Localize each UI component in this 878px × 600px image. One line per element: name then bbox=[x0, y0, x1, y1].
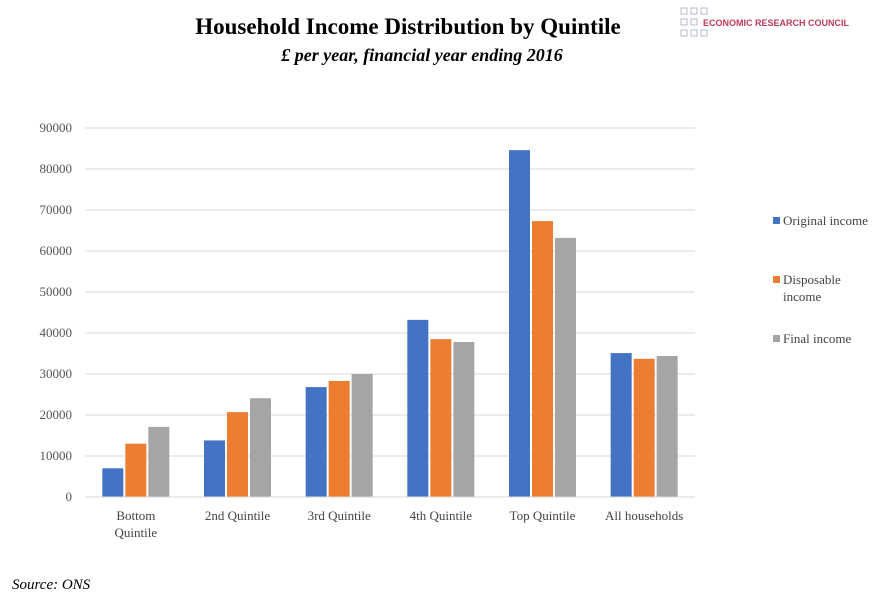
y-tick-label: 30000 bbox=[40, 366, 73, 381]
y-tick-label: 50000 bbox=[40, 284, 73, 299]
y-tick-label: 80000 bbox=[40, 161, 73, 176]
y-tick-label: 70000 bbox=[40, 202, 73, 217]
x-tick-label: 4th Quintile bbox=[409, 508, 473, 523]
bar bbox=[430, 339, 452, 497]
x-tick-label: Bottom Quintile bbox=[114, 508, 158, 540]
y-tick-label: 40000 bbox=[40, 325, 73, 340]
y-tick-label: 20000 bbox=[40, 407, 73, 422]
y-tick-label: 90000 bbox=[40, 120, 73, 135]
bar bbox=[102, 468, 124, 497]
x-tick-label: Top Quintile bbox=[509, 508, 576, 523]
bar bbox=[250, 398, 271, 497]
bar bbox=[204, 440, 225, 497]
bar bbox=[227, 412, 248, 497]
y-tick-label: 10000 bbox=[40, 448, 73, 463]
bar bbox=[328, 380, 350, 497]
source: Source: ONS bbox=[12, 577, 91, 593]
legend-swatch bbox=[773, 335, 780, 342]
bar bbox=[610, 353, 632, 497]
bar bbox=[555, 237, 576, 497]
x-tick-label: 2nd Quintile bbox=[204, 508, 271, 523]
bar bbox=[453, 342, 475, 497]
y-tick-label: 60000 bbox=[40, 243, 73, 258]
x-tick-label: All households bbox=[604, 508, 684, 523]
bar bbox=[125, 443, 147, 497]
chart-title: Household Income Distribution by Quintil… bbox=[195, 14, 621, 39]
bar bbox=[148, 426, 170, 497]
bar bbox=[532, 221, 553, 497]
bar bbox=[305, 387, 327, 497]
bar bbox=[656, 355, 678, 497]
logo-icon bbox=[680, 7, 708, 37]
x-tick-label: 3rd Quintile bbox=[307, 508, 371, 523]
chart-subtitle: £ per year, financial year ending 2016 bbox=[280, 45, 563, 65]
bar bbox=[509, 150, 530, 497]
legend-swatch bbox=[773, 276, 780, 283]
legend-label: Final income bbox=[783, 331, 852, 346]
y-tick-label: 0 bbox=[66, 489, 73, 504]
brand: ECONOMIC RESEARCH COUNCIL bbox=[703, 18, 850, 28]
legend-label: Original income bbox=[783, 213, 868, 228]
bar bbox=[407, 319, 429, 497]
bar bbox=[351, 374, 373, 497]
legend-swatch bbox=[773, 217, 780, 224]
legend-label: Disposable income bbox=[783, 272, 841, 304]
bar bbox=[633, 358, 655, 497]
